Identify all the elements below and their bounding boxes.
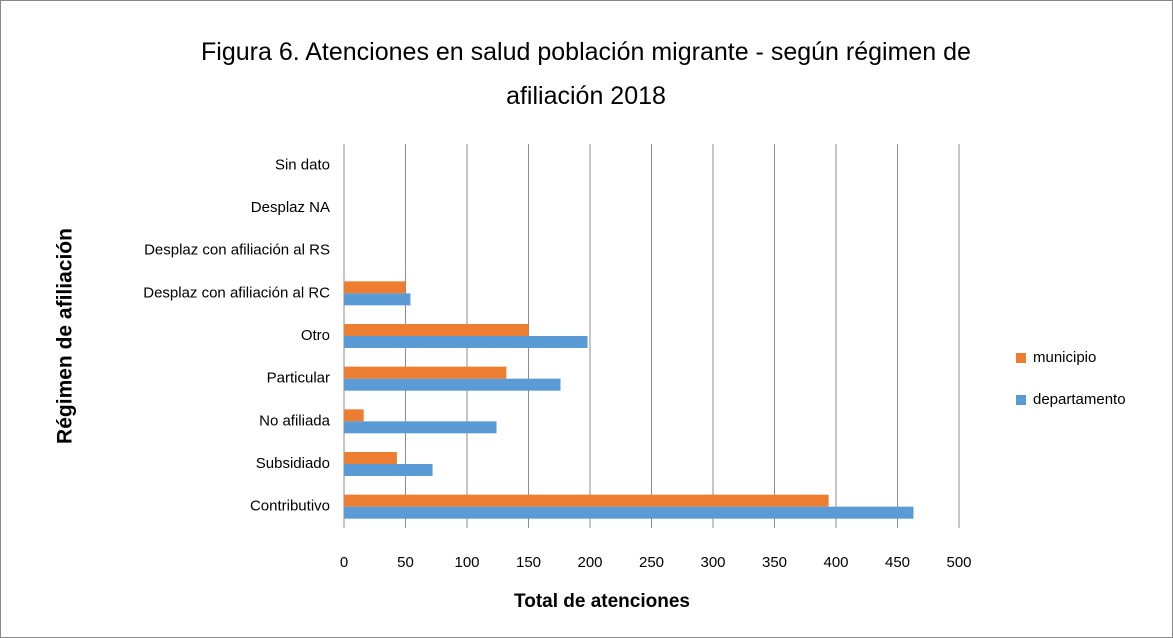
chart-title: Figura 6. Atenciones en salud población … [201, 38, 971, 110]
bar [344, 421, 497, 434]
legend-swatch [1016, 353, 1026, 363]
x-tick-label: 450 [885, 554, 910, 571]
x-tick-label: 100 [454, 554, 479, 571]
x-tick-label: 300 [700, 554, 725, 571]
bar [344, 378, 561, 391]
x-tick-label: 250 [639, 554, 664, 571]
y-tick-label: Subsidiado [256, 455, 330, 472]
y-tick-label: Particular [267, 370, 330, 387]
bar [344, 452, 397, 464]
y-tick-label: No afiliada [259, 412, 331, 429]
y-tick-label: Contributivo [250, 498, 330, 515]
x-tick-label: 200 [577, 554, 602, 571]
y-tick-label: Desplaz con afiliación al RC [143, 284, 330, 301]
bar [344, 293, 411, 306]
x-tick-label: 400 [823, 554, 848, 571]
x-tick-label: 50 [397, 554, 414, 571]
bar [344, 506, 914, 519]
x-tick-label: 0 [340, 554, 348, 571]
bar [344, 336, 588, 348]
y-tick-label: Sin dato [275, 156, 330, 173]
bar [344, 324, 529, 336]
legend-label: departamento [1033, 391, 1126, 408]
y-tick-label: Desplaz NA [251, 199, 330, 216]
bar [344, 409, 364, 422]
bar [344, 366, 507, 379]
legend-swatch [1016, 395, 1026, 405]
bar [344, 464, 433, 476]
y-tick-label: Desplaz con afiliación al RS [144, 242, 330, 259]
x-axis-label: Total de atenciones [514, 591, 690, 612]
y-axis-label: Régimen de afiliación [54, 228, 77, 444]
bar [344, 494, 829, 507]
x-tick-label: 350 [762, 554, 787, 571]
x-tick-label: 150 [516, 554, 541, 571]
x-tick-label: 500 [946, 554, 971, 571]
legend-label: municipio [1033, 349, 1096, 366]
bar [344, 281, 406, 294]
y-tick-label: Otro [301, 327, 330, 344]
